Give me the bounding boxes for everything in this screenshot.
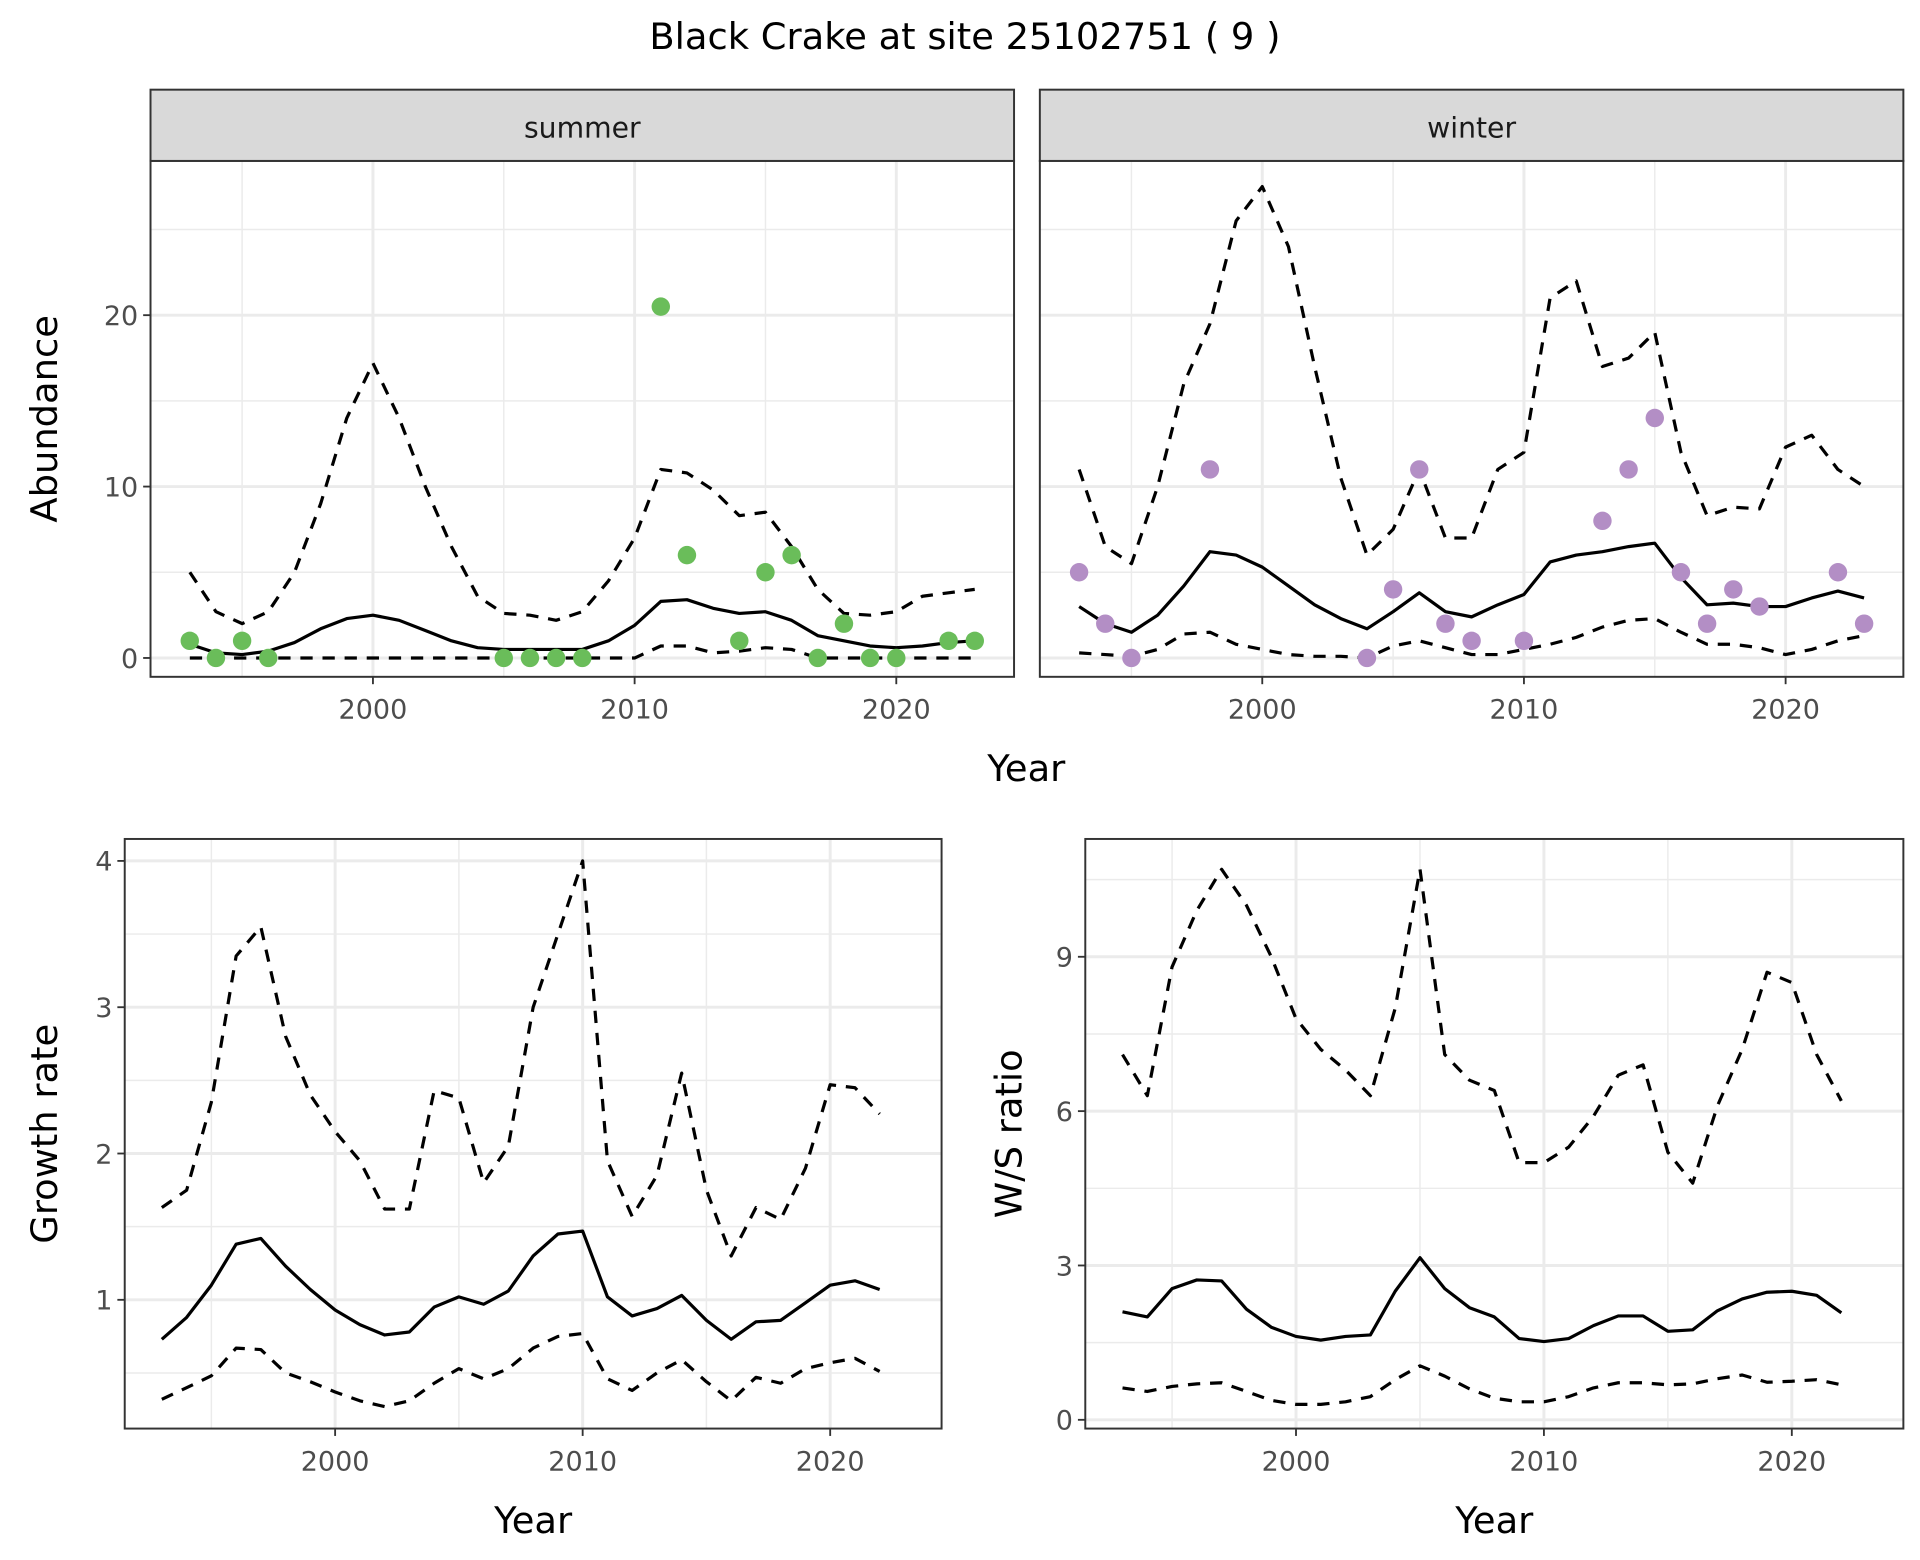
x-tick-label: 2020 xyxy=(1751,695,1820,726)
data-point xyxy=(1645,408,1664,428)
upper-bound-line xyxy=(1121,867,1843,1185)
x-axis-label: Year xyxy=(1454,1499,1534,1542)
data-point xyxy=(1724,580,1743,599)
plot-background xyxy=(1039,160,1904,677)
x-tick-label: 2010 xyxy=(600,695,669,726)
y-tick-label: 0 xyxy=(1056,1406,1073,1437)
y-tick-label: 0 xyxy=(121,644,138,675)
data-point xyxy=(1096,614,1115,633)
facet-strip xyxy=(1038,88,1905,162)
upper-bound-line xyxy=(188,361,975,626)
y-tick-label: 3 xyxy=(1056,1251,1073,1282)
lower-bound-line xyxy=(1122,1364,1842,1406)
upper-bound-line xyxy=(1077,184,1865,566)
data-point xyxy=(520,648,540,668)
data-point xyxy=(494,648,513,668)
plot-background xyxy=(124,838,942,1429)
data-point xyxy=(1436,614,1455,633)
data-point xyxy=(1200,460,1220,479)
facet-strip-label: summer xyxy=(524,112,641,145)
data-point xyxy=(1357,648,1377,668)
y-tick-label: 20 xyxy=(104,301,138,332)
data-point xyxy=(1462,631,1481,651)
panel-ratio: 2000 2010 2020 0 3 6 9 Year W/S ratio xyxy=(987,837,1905,1542)
y-tick-label: 2 xyxy=(95,1139,112,1170)
y-tick-label: 1 xyxy=(95,1286,112,1317)
data-point xyxy=(730,631,749,651)
x-tick-label: 2000 xyxy=(339,695,408,726)
panel-border xyxy=(1084,837,1905,1430)
lower-bound-line xyxy=(1079,616,1865,660)
data-point xyxy=(651,297,670,316)
data-point xyxy=(782,545,801,565)
x-tick-label: 2000 xyxy=(1262,1446,1331,1477)
data-point xyxy=(1122,648,1141,668)
y-tick-label: 4 xyxy=(95,847,112,878)
data-point xyxy=(1828,563,1848,582)
data-point xyxy=(939,631,958,651)
data-point xyxy=(677,545,697,565)
data-point xyxy=(1514,631,1534,651)
data-point xyxy=(860,648,880,668)
data-point xyxy=(1383,580,1403,599)
x-tick-label: 2010 xyxy=(1510,1446,1579,1477)
x-tick-label: 2000 xyxy=(301,1446,370,1477)
x-tick-label: 2020 xyxy=(862,695,931,726)
data-point xyxy=(1697,614,1717,633)
plot-background xyxy=(150,160,1015,677)
data-point xyxy=(259,648,278,668)
mean-line xyxy=(1122,1256,1843,1344)
facet-strip xyxy=(149,88,1016,162)
upper-bound-line xyxy=(160,859,881,1258)
y-axis-label: Growth rate xyxy=(23,1024,66,1244)
y-tick-label: 9 xyxy=(1056,943,1073,974)
x-tick-label: 2010 xyxy=(548,1446,617,1477)
data-point xyxy=(887,648,906,668)
data-point xyxy=(1750,597,1769,616)
x-tick-label: 2020 xyxy=(796,1446,865,1477)
x-tick-label: 2000 xyxy=(1228,695,1297,726)
data-point xyxy=(1593,511,1612,531)
data-point xyxy=(1854,614,1874,633)
panel-growth: 2000 2010 2020 1 2 3 4 Year Growth rate xyxy=(23,837,943,1542)
y-axis-label: Abundance xyxy=(23,315,66,523)
data-point xyxy=(180,631,199,651)
data-point xyxy=(206,648,226,668)
facet-strip-label: winter xyxy=(1427,112,1516,145)
figure-title: Black Crake at site 25102751 ( 9 ) xyxy=(649,15,1280,58)
data-point xyxy=(232,631,252,651)
y-axis-label: W/S ratio xyxy=(987,1049,1030,1218)
panel-winter: 2000 2010 2020 winter xyxy=(1038,88,1905,726)
y-tick-label: 3 xyxy=(95,993,112,1024)
data-point xyxy=(808,648,828,668)
data-point xyxy=(573,648,592,668)
plot-background xyxy=(1085,838,1904,1429)
mean-line xyxy=(160,1229,881,1341)
data-point xyxy=(1069,563,1089,582)
data-point xyxy=(546,648,566,668)
data-point xyxy=(834,614,854,633)
panel-border xyxy=(123,837,943,1430)
data-point xyxy=(756,563,775,582)
x-axis-label: Year xyxy=(986,747,1066,790)
data-point xyxy=(1619,460,1638,479)
y-tick-label: 6 xyxy=(1056,1097,1073,1128)
y-tick-label: 10 xyxy=(104,472,138,503)
x-tick-label: 2020 xyxy=(1757,1446,1826,1477)
data-point xyxy=(1671,563,1691,582)
data-point xyxy=(1410,460,1429,479)
mean-line xyxy=(1078,541,1865,634)
x-axis-label: Year xyxy=(493,1499,573,1542)
data-point xyxy=(965,631,985,651)
lower-bound-line xyxy=(161,1331,881,1409)
panel-summer: 2000 2010 2020 0 10 20 summer Year Abundance xyxy=(23,88,1066,790)
x-tick-label: 2010 xyxy=(1490,695,1559,726)
